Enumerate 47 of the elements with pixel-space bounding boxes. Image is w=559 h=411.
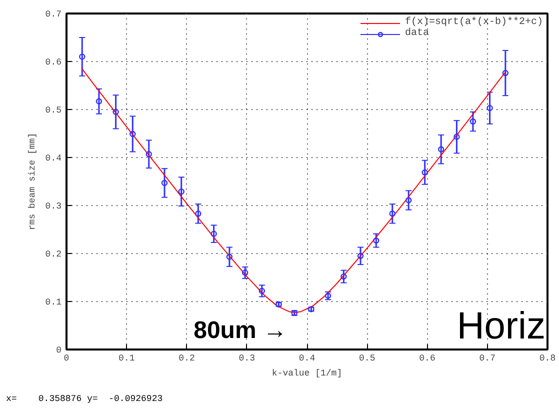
y-tick-label: 0.1: [45, 298, 62, 308]
y-tick-label: 0.5: [45, 106, 62, 116]
x-tick-label: 0.6: [419, 354, 436, 364]
x-tick-label: 0.3: [238, 354, 255, 364]
point: [422, 169, 428, 176]
y-tick-label: 0.4: [45, 154, 62, 164]
point: [146, 151, 152, 158]
point: [112, 108, 119, 115]
legend-label: f(x)=sqrt(a*(x-b)**2+c): [404, 17, 543, 28]
point: [79, 54, 86, 60]
point: [195, 210, 202, 217]
point: [406, 197, 412, 204]
point: [486, 104, 493, 112]
text: x= 0.358876 y= -0.0926923: [6, 393, 163, 406]
annotation: 80um →: [194, 317, 287, 344]
x-tick-label: 0.4: [298, 354, 316, 364]
point: [258, 288, 266, 294]
point: [178, 188, 184, 195]
point: [389, 210, 396, 217]
point: [130, 130, 136, 138]
point: [340, 273, 347, 280]
x-tick-label: 0.1: [118, 354, 135, 364]
x-tick-label: 0: [64, 354, 70, 364]
y-tick-label: 0.6: [45, 58, 62, 68]
point: [96, 98, 102, 104]
point: [454, 134, 460, 140]
point: [210, 230, 217, 237]
point: [502, 70, 509, 76]
y-tick-label: 0.2: [45, 250, 62, 260]
point: [438, 146, 444, 152]
point: [226, 254, 233, 260]
annotation: Horiz: [456, 306, 546, 348]
point: [242, 270, 248, 276]
x-tick-label: 0.8: [539, 354, 556, 364]
y-tick-label: 0.3: [45, 202, 62, 212]
point: [357, 252, 364, 259]
x-axis-title: k-value [1/m]: [272, 368, 342, 378]
x-tick-label: 0.2: [178, 354, 195, 364]
x-tick-label: 0.5: [359, 354, 376, 364]
y-tick-label: 0.7: [45, 10, 62, 20]
point: [161, 180, 168, 186]
legend-label: data: [404, 28, 429, 39]
y-axis-title: rms beam size [mm]: [27, 132, 38, 230]
point: [373, 237, 380, 244]
point: [470, 118, 476, 125]
y-tick-label: 0: [56, 346, 62, 356]
x-tick-label: 0.7: [479, 354, 496, 364]
